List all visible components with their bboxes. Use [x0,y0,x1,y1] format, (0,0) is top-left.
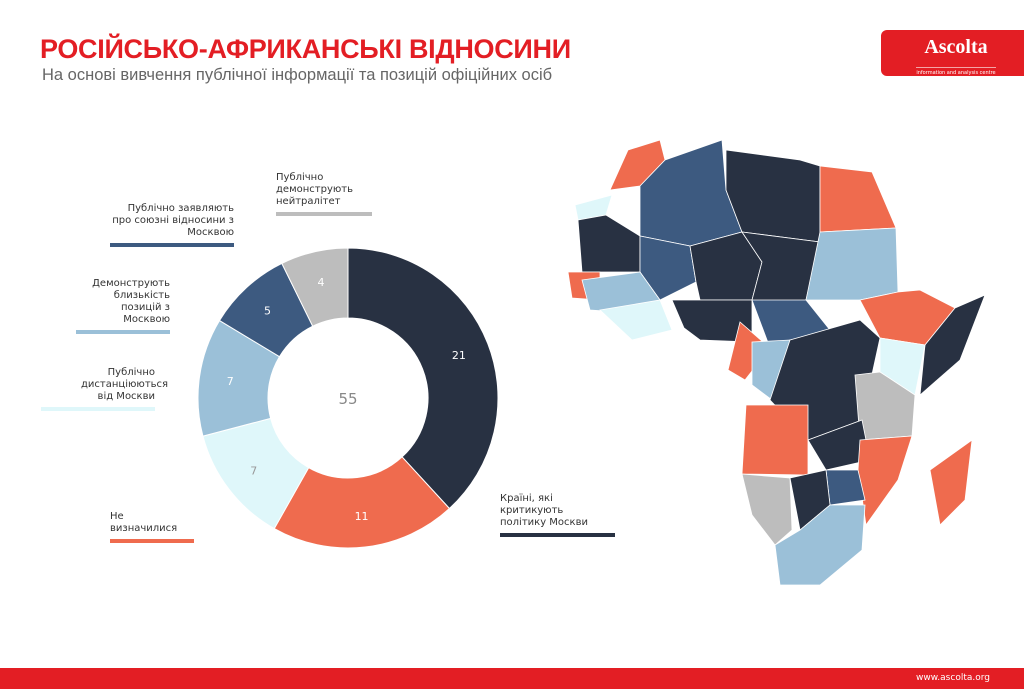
slice-value-label: 11 [355,510,369,523]
slice-value-label: 21 [452,349,466,362]
total-label: 55 [338,390,357,408]
country-shape [857,435,913,527]
footer: www.ascolta.org [0,668,1024,689]
country-shape [774,504,866,586]
legend-undecided: Не визначилися [110,511,194,543]
country-shape [599,299,673,341]
footer-url[interactable]: www.ascolta.org [916,673,990,683]
country-shape [577,214,641,273]
country-shape [727,321,771,381]
country-shape [929,439,973,526]
legend-distance: Публічно дистанціюються від Москви [41,367,168,411]
logo-tagline: information and analysis centre [916,67,996,76]
country-shape [639,235,697,301]
page-subtitle: На основі вивчення публічної інформації … [42,66,553,84]
legend-critical: Країні, які критикують політику Москви [500,493,615,537]
country-shape [805,227,899,301]
donut-slice [347,247,499,510]
legend-neutral: Публічно демонструють нейтралітет [276,172,376,216]
country-shape [741,473,793,546]
logo-name: Ascolta [924,36,988,58]
country-shape [741,404,809,476]
logo[interactable]: Ascolta information and analysis centre [881,30,1024,76]
donut-slice [273,456,451,549]
slice-value-label: 5 [264,304,271,317]
africa-map [567,139,986,586]
slice-value-label: 7 [250,465,257,478]
country-shape [819,165,897,233]
page-title: РОСІЙСЬКО-АФРИКАНСЬКІ ВІДНОСИНИ [40,34,571,64]
legend-allied: Публічно заявляють про союзні відносини … [110,203,234,247]
donut-slice [281,247,349,327]
slice-value-label: 7 [227,375,234,388]
legend-close: Демонструють близькість позицій з Москво… [76,278,170,334]
country-shape [919,294,986,396]
country-shape [825,469,866,506]
slice-value-label: 4 [318,276,325,289]
country-shape [609,139,666,191]
